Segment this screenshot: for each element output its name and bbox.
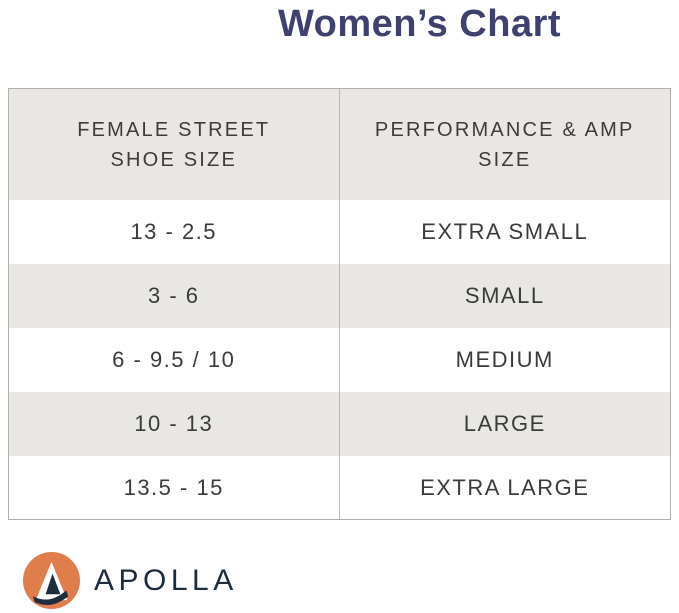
header-amp-size-line1: PERFORMANCE & AMP (374, 118, 635, 141)
brand-name: APOLLA (94, 563, 238, 597)
cell-amp-size: EXTRA SMALL (421, 219, 589, 244)
page-title: Women’s Chart (277, 3, 562, 45)
cell-shoe-size: 6 - 9.5 / 10 (9, 328, 340, 392)
table-header-row: FEMALE STREET SHOE SIZE PERFORMANCE & AM… (9, 89, 670, 200)
table-row: 6 - 9.5 / 10 MEDIUM (9, 328, 670, 392)
header-shoe-size-line2: SHOE SIZE (110, 148, 237, 171)
table-row: 10 - 13 LARGE (9, 392, 670, 456)
cell-shoe-size: 3 - 6 (9, 264, 340, 328)
header-shoe-size-line1: FEMALE STREET (77, 118, 271, 141)
header-amp-size-line2: SIZE (478, 148, 532, 171)
table-row: 13.5 - 15 EXTRA LARGE (9, 456, 670, 519)
apolla-circle-a-icon (22, 551, 81, 610)
cell-shoe-size: 13 - 2.5 (9, 200, 340, 264)
cell-shoe-size: 10 - 13 (9, 392, 340, 456)
cell-amp-size: LARGE (463, 411, 546, 436)
header-cell-amp-size: PERFORMANCE & AMP SIZE (340, 89, 671, 200)
cell-amp-size: MEDIUM (455, 347, 554, 372)
header-cell-shoe-size: FEMALE STREET SHOE SIZE (9, 89, 340, 200)
table-row: 13 - 2.5 EXTRA SMALL (9, 200, 670, 264)
size-table: FEMALE STREET SHOE SIZE PERFORMANCE & AM… (8, 88, 671, 520)
brand-footer: APOLLA (22, 551, 238, 610)
cell-shoe-size: 13.5 - 15 (9, 456, 340, 519)
cell-amp-size: SMALL (464, 283, 545, 308)
cell-amp-size: EXTRA LARGE (420, 474, 590, 500)
table-row: 3 - 6 SMALL (9, 264, 670, 328)
